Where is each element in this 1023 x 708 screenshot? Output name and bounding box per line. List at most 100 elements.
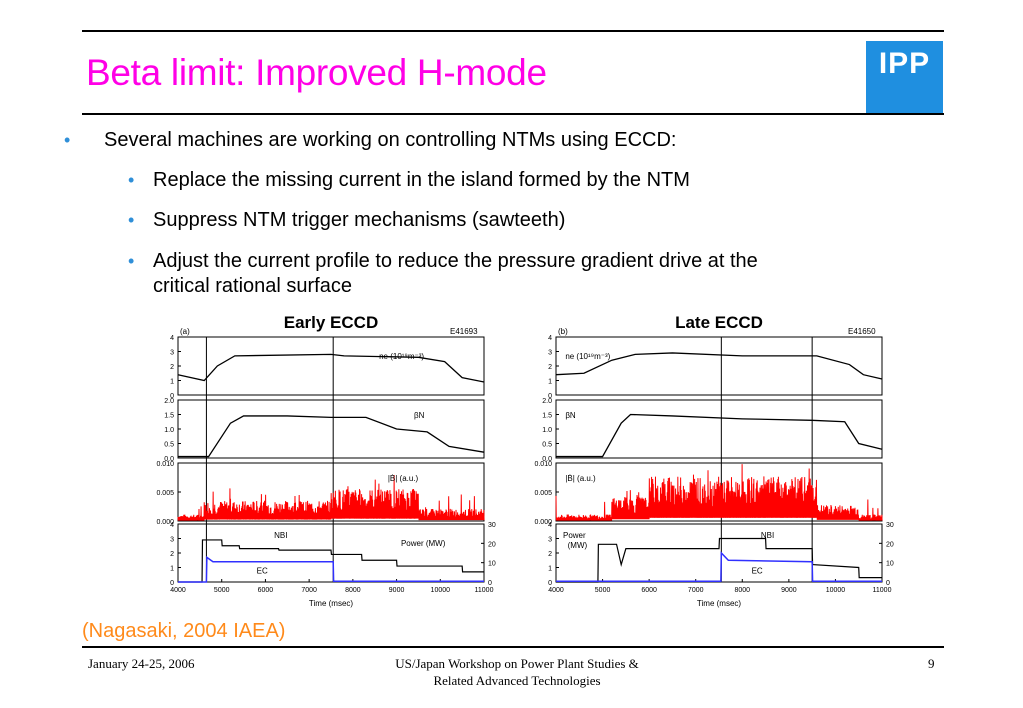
figure-panels: Early ECCD(a) E41693432102.01.51.00.50.00… <box>156 313 894 608</box>
y-tick-label: 0.0 <box>542 456 552 463</box>
x-tick-label: 5000 <box>214 587 230 594</box>
y-tick-label: 2 <box>548 551 552 558</box>
y-tick-label: 0.5 <box>164 442 174 449</box>
x-tick-label: 8000 <box>734 587 750 594</box>
beta-trace <box>556 413 883 458</box>
x-tick-label: 11000 <box>873 587 892 594</box>
y-tick-label: 4 <box>170 522 174 529</box>
y-tick-label: 0 <box>488 580 492 587</box>
plot-frame <box>555 523 883 583</box>
bottom-rule <box>82 646 944 648</box>
ec-label: EC <box>752 566 763 575</box>
bullet-dot: • <box>128 251 135 271</box>
y-tick-label: 1.0 <box>164 427 174 434</box>
y-tick-label: 4 <box>170 335 174 342</box>
y-tick-label: 0 <box>548 580 552 587</box>
y-tick-label: 3 <box>170 350 174 357</box>
y-tick-label: 1 <box>170 566 174 573</box>
top-rule <box>82 30 944 32</box>
y-tick-label: 1 <box>548 379 552 386</box>
x-axis-label: Time (msec) <box>309 599 353 608</box>
footer-date: January 24-25, 2006 <box>88 656 195 671</box>
y-tick-label: 1 <box>548 566 552 573</box>
y-tick-label: 4 <box>548 335 552 342</box>
x-tick-label: 8000 <box>345 587 361 594</box>
plot-frame <box>177 336 485 396</box>
ipp-logo: IPP <box>866 41 943 113</box>
beta-trace <box>178 415 485 458</box>
y-tick-label: 0.010 <box>156 461 174 468</box>
ec-trace <box>556 551 882 583</box>
mhd-signal-trace <box>177 475 485 521</box>
y-tick-label: 30 <box>488 522 496 529</box>
figure-title: Late ECCD <box>675 313 763 332</box>
nbi-trace <box>556 537 882 583</box>
y-tick-label: 0.000 <box>534 519 552 526</box>
x-tick-label: 5000 <box>595 587 611 594</box>
y-tick-label: 30 <box>886 522 894 529</box>
y-tick-label: 0 <box>170 393 174 400</box>
y-tick-label: 0.010 <box>534 461 552 468</box>
x-tick-label: 11000 <box>475 587 494 594</box>
y-tick-label: 4 <box>548 522 552 529</box>
sub-bullet-2: Suppress NTM trigger mechanisms (sawteet… <box>153 209 566 231</box>
x-tick-label: 10000 <box>826 587 846 594</box>
plot-frame <box>555 336 883 396</box>
x-tick-label: 4000 <box>170 587 186 594</box>
x-tick-label: 7000 <box>688 587 704 594</box>
y-tick-label: 0.000 <box>156 519 174 526</box>
y-tick-label: 20 <box>886 541 894 548</box>
density-trace <box>177 353 485 383</box>
plot-frame <box>177 399 485 459</box>
y-tick-label: 1.0 <box>542 427 552 434</box>
y-tick-label: 2.0 <box>542 398 552 405</box>
bullet-main: Several machines are working on controll… <box>104 129 677 151</box>
figure-title: Early ECCD <box>284 313 378 332</box>
y-tick-label: 0 <box>548 393 552 400</box>
y-tick-label: 1 <box>170 379 174 386</box>
y-tick-label: 2 <box>170 364 174 371</box>
footer-workshop-1: US/Japan Workshop on Power Plant Studies… <box>395 656 639 671</box>
power-label: Power <box>563 531 586 540</box>
plot-frame <box>555 399 883 459</box>
x-axis-label: Time (msec) <box>697 599 741 608</box>
beta-label: βN <box>565 411 576 420</box>
power-label-unit: (MW) <box>568 541 588 550</box>
x-tick-label: 9000 <box>389 587 405 594</box>
y-tick-label: 2 <box>548 364 552 371</box>
y-tick-label: 0.005 <box>156 490 174 497</box>
y-tick-label: 1.5 <box>542 413 552 420</box>
y-tick-label: 20 <box>488 541 496 548</box>
y-tick-label: 1.5 <box>164 413 174 420</box>
ec-trace <box>178 555 484 583</box>
y-tick-label: 3 <box>548 350 552 357</box>
beta-label: βN <box>414 411 425 420</box>
y-tick-label: 0.0 <box>164 456 174 463</box>
sub-bullet-3: Adjust the current profile to reduce the… <box>153 250 758 272</box>
x-tick-label: 4000 <box>548 587 564 594</box>
y-tick-label: 2 <box>170 551 174 558</box>
bullet-dot: • <box>128 170 135 190</box>
y-tick-label: 3 <box>170 537 174 544</box>
figure-tag: (a) <box>180 327 190 336</box>
density-trace <box>555 352 883 380</box>
title-rule <box>82 113 944 115</box>
figure-tag: (b) <box>558 327 568 336</box>
ec-label: EC <box>257 566 268 575</box>
bullet-dot: • <box>128 210 135 230</box>
y-tick-label: 0 <box>886 580 890 587</box>
slide-title: Beta limit: Improved H-mode <box>86 52 547 93</box>
shot-number: E41693 <box>450 327 478 336</box>
logo-text: IPP <box>878 47 931 80</box>
bullet-dot: • <box>64 130 71 150</box>
nbi-label: NBI <box>761 531 774 540</box>
y-tick-label: 10 <box>886 561 894 568</box>
x-tick-label: 9000 <box>781 587 797 594</box>
x-tick-label: 6000 <box>258 587 274 594</box>
mhd-signal-trace <box>555 464 883 521</box>
nbi-trace <box>178 539 484 583</box>
power-label: Power (MW) <box>401 539 446 548</box>
footer-workshop-2: Related Advanced Technologies <box>433 673 601 688</box>
bdot-label: |Ḃ| (a.u.) <box>388 474 419 483</box>
density-label: ne (10¹⁹m⁻³) <box>379 352 424 361</box>
